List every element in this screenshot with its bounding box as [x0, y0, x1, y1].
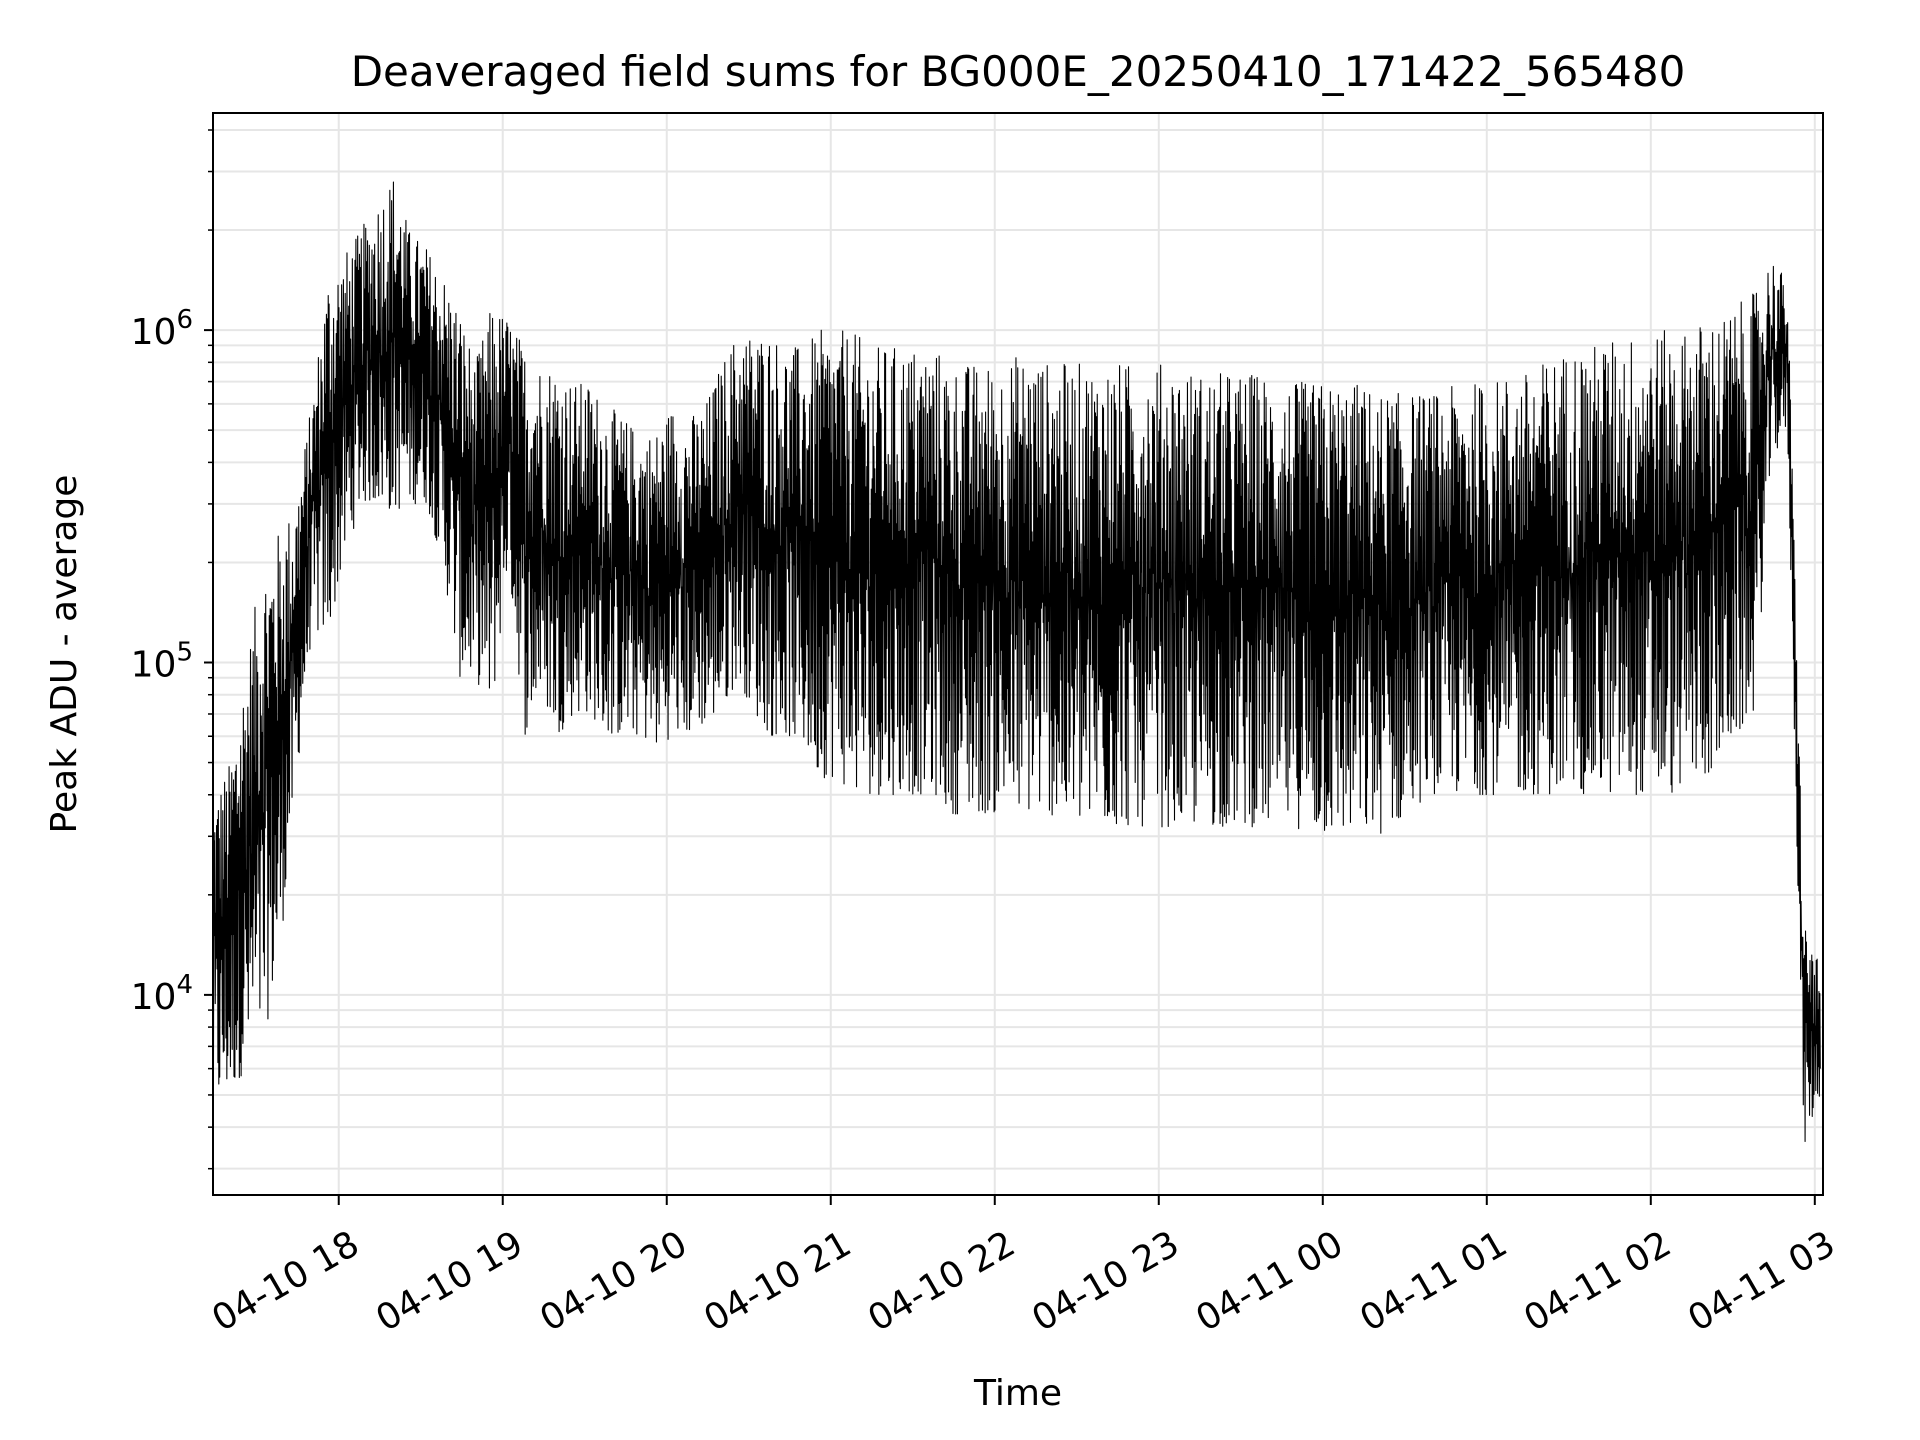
x-tick-label: 04-10 19	[369, 1223, 530, 1339]
y-tick-label: 106	[131, 305, 193, 353]
x-tick-label: 04-10 23	[1025, 1223, 1186, 1339]
y-tick-label: 104	[131, 970, 193, 1018]
y-axis-label: Peak ADU - average	[44, 475, 85, 834]
chart-title: Deaveraged field sums for BG000E_2025041…	[351, 47, 1686, 96]
x-tick-label: 04-10 20	[533, 1223, 694, 1339]
x-axis-label: Time	[973, 1373, 1062, 1414]
x-tick-label: 04-11 02	[1517, 1223, 1678, 1339]
plot-frame	[212, 112, 1824, 1196]
y-tick-label: 105	[131, 638, 193, 686]
x-tick-label: 04-10 22	[861, 1223, 1022, 1339]
series-layer	[212, 181, 1821, 1143]
x-tick-label: 04-11 03	[1681, 1223, 1842, 1339]
x-axis: 04-10 18 04-10 19 04-10 20 04-10 21 04-10 22…	[205, 1195, 1842, 1340]
x-tick-label: 04-10 21	[697, 1223, 858, 1339]
x-tick-label: 04-11 01	[1353, 1223, 1514, 1339]
y-axis: 104 105 106	[131, 129, 213, 1170]
x-tick-label: 04-10 18	[205, 1223, 366, 1339]
x-tick-label: 04-11 00	[1189, 1223, 1350, 1339]
series-line	[212, 181, 1821, 1143]
